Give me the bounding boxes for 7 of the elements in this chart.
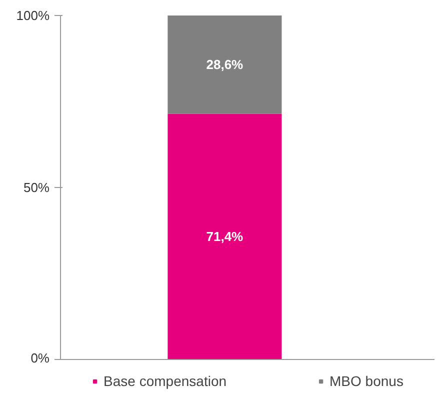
y-tick-label: 50% <box>23 180 50 195</box>
y-tick-label: 100% <box>16 8 50 23</box>
data-label: 28,6% <box>206 57 244 72</box>
legend-label: Base compensation <box>104 373 227 389</box>
y-tick-label: 0% <box>30 350 50 366</box>
legend-label: MBO bonus <box>330 373 404 389</box>
data-label: 71,4% <box>206 229 244 244</box>
